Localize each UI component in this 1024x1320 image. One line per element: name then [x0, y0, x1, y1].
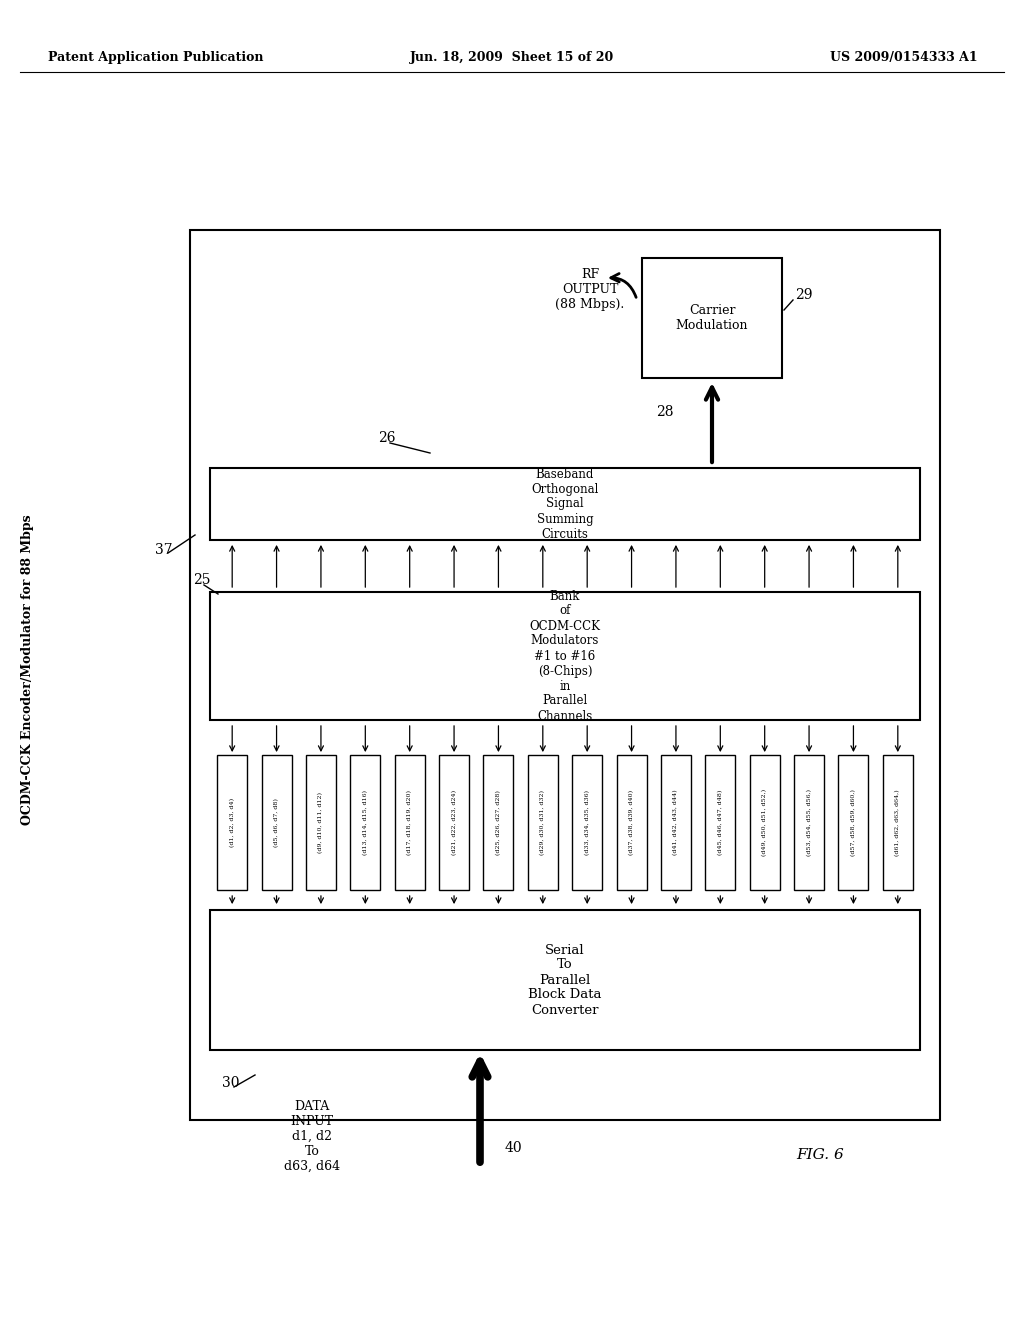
Bar [306, 755, 336, 890]
Text: (d9, d10, d11, d12): (d9, d10, d11, d12) [318, 792, 324, 853]
Text: (d57, d58, d59, d60,): (d57, d58, d59, d60,) [851, 789, 856, 855]
Text: 28: 28 [656, 405, 674, 418]
Text: (d41, d42, d43, d44): (d41, d42, d43, d44) [674, 789, 679, 855]
Text: (d37, d38, d39, d40): (d37, d38, d39, d40) [629, 789, 634, 855]
Bar [261, 755, 292, 890]
Text: Bank
of
OCDM-CCK
Modulators
#1 to #16
(8-Chips)
in
Parallel
Channels: Bank of OCDM-CCK Modulators #1 to #16 (8… [529, 590, 600, 722]
Text: (d61, d62, d63, d64,): (d61, d62, d63, d64,) [895, 789, 900, 855]
Text: (d17, d18, d19, d20): (d17, d18, d19, d20) [408, 789, 413, 855]
Text: (d25, d26, d27, d28): (d25, d26, d27, d28) [496, 791, 501, 855]
Text: (d49, d50, d51, d52,): (d49, d50, d51, d52,) [762, 789, 767, 857]
Text: (d33, d34, d35, d36): (d33, d34, d35, d36) [585, 789, 590, 855]
Bar [210, 591, 920, 719]
Bar [616, 755, 646, 890]
Bar [839, 755, 868, 890]
Bar [483, 755, 513, 890]
Bar [883, 755, 912, 890]
Bar [642, 257, 782, 378]
Text: 26: 26 [378, 432, 395, 445]
Text: (d21, d22, d23, d24): (d21, d22, d23, d24) [452, 789, 457, 855]
Bar [190, 230, 940, 1119]
Bar [210, 469, 920, 540]
Text: FIG. 6: FIG. 6 [796, 1148, 844, 1162]
Bar [660, 755, 691, 890]
Bar [394, 755, 425, 890]
Text: (d53, d54, d55, d56,): (d53, d54, d55, d56,) [807, 789, 812, 855]
Text: RF
OUTPUT
(88 Mbps).: RF OUTPUT (88 Mbps). [555, 268, 625, 312]
Text: US 2009/0154333 A1: US 2009/0154333 A1 [830, 50, 978, 63]
Text: (d5, d6, d7, d8): (d5, d6, d7, d8) [274, 799, 280, 847]
Bar [217, 755, 247, 890]
Text: (d13, d14, d15, d16): (d13, d14, d15, d16) [362, 789, 368, 855]
Text: (d29, d30, d31, d32): (d29, d30, d31, d32) [541, 789, 546, 855]
Bar [210, 909, 920, 1049]
Text: Carrier
Modulation: Carrier Modulation [676, 304, 749, 333]
Text: (d45, d46, d47, d48): (d45, d46, d47, d48) [718, 789, 723, 855]
Text: 37: 37 [155, 543, 173, 557]
Text: 25: 25 [193, 573, 211, 587]
Bar [350, 755, 380, 890]
Bar [794, 755, 824, 890]
Bar [439, 755, 469, 890]
Text: 40: 40 [505, 1140, 522, 1155]
Bar [750, 755, 779, 890]
Text: Baseband
Orthogonal
Signal
Summing
Circuits: Baseband Orthogonal Signal Summing Circu… [531, 467, 599, 540]
Text: OCDM-CCK Encoder/Modulator for 88 Mbps: OCDM-CCK Encoder/Modulator for 88 Mbps [22, 515, 35, 825]
Text: DATA
INPUT
d1, d2
To
d63, d64: DATA INPUT d1, d2 To d63, d64 [284, 1100, 340, 1173]
Text: 29: 29 [795, 288, 812, 302]
Bar [706, 755, 735, 890]
Bar [572, 755, 602, 890]
Text: Serial
To
Parallel
Block Data
Converter: Serial To Parallel Block Data Converter [528, 944, 602, 1016]
Bar [527, 755, 558, 890]
Text: Jun. 18, 2009  Sheet 15 of 20: Jun. 18, 2009 Sheet 15 of 20 [410, 50, 614, 63]
Text: (d1, d2, d3, d4): (d1, d2, d3, d4) [229, 797, 234, 847]
Text: Patent Application Publication: Patent Application Publication [48, 50, 263, 63]
Text: 30: 30 [222, 1076, 240, 1090]
